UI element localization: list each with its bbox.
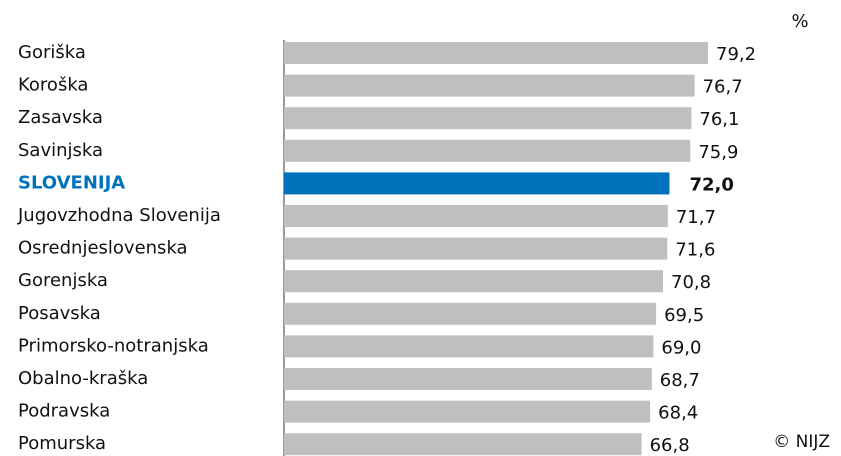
value-label: 76,7 xyxy=(703,77,743,98)
category-label: Gorenjska xyxy=(18,270,108,291)
bar xyxy=(284,368,652,390)
bar xyxy=(284,433,642,456)
bar xyxy=(284,205,668,227)
bar xyxy=(284,107,692,130)
value-label: 76,1 xyxy=(699,109,739,130)
category-label: Savinjska xyxy=(18,140,103,161)
category-label: Posavska xyxy=(18,303,101,324)
category-label: Osrednjeslovenska xyxy=(18,238,188,259)
unit-label: % xyxy=(791,11,808,32)
value-label: 68,4 xyxy=(658,403,698,424)
bar xyxy=(284,270,664,293)
value-label: 71,6 xyxy=(675,240,715,261)
category-label: SLOVENIJA xyxy=(18,172,125,193)
value-label: 69,5 xyxy=(664,305,704,326)
value-label: 68,7 xyxy=(660,370,700,391)
value-label: 79,2 xyxy=(716,44,756,65)
value-label: 66,8 xyxy=(650,435,690,456)
category-label: Primorsko-notranjska xyxy=(18,335,209,356)
value-label: 70,8 xyxy=(671,272,711,293)
bar xyxy=(284,139,691,162)
value-label: 71,7 xyxy=(676,207,716,228)
value-label: 72,0 xyxy=(689,174,733,195)
category-label: Koroška xyxy=(18,75,88,96)
bar xyxy=(284,237,668,260)
bar xyxy=(284,172,670,195)
value-label: 75,9 xyxy=(698,142,738,163)
bar xyxy=(284,42,708,64)
bar xyxy=(284,335,654,358)
category-label: Podravska xyxy=(18,401,110,422)
category-label: Obalno-kraška xyxy=(18,368,148,389)
bar xyxy=(284,74,695,97)
bar xyxy=(284,302,657,325)
category-label: Pomurska xyxy=(18,433,106,454)
credit: © NIJZ xyxy=(773,432,830,452)
category-label: Zasavska xyxy=(18,107,103,128)
bar xyxy=(284,400,651,423)
category-label: Goriška xyxy=(18,42,86,63)
category-label: Jugovzhodna Slovenija xyxy=(17,205,221,226)
value-label: 69,0 xyxy=(661,337,701,358)
